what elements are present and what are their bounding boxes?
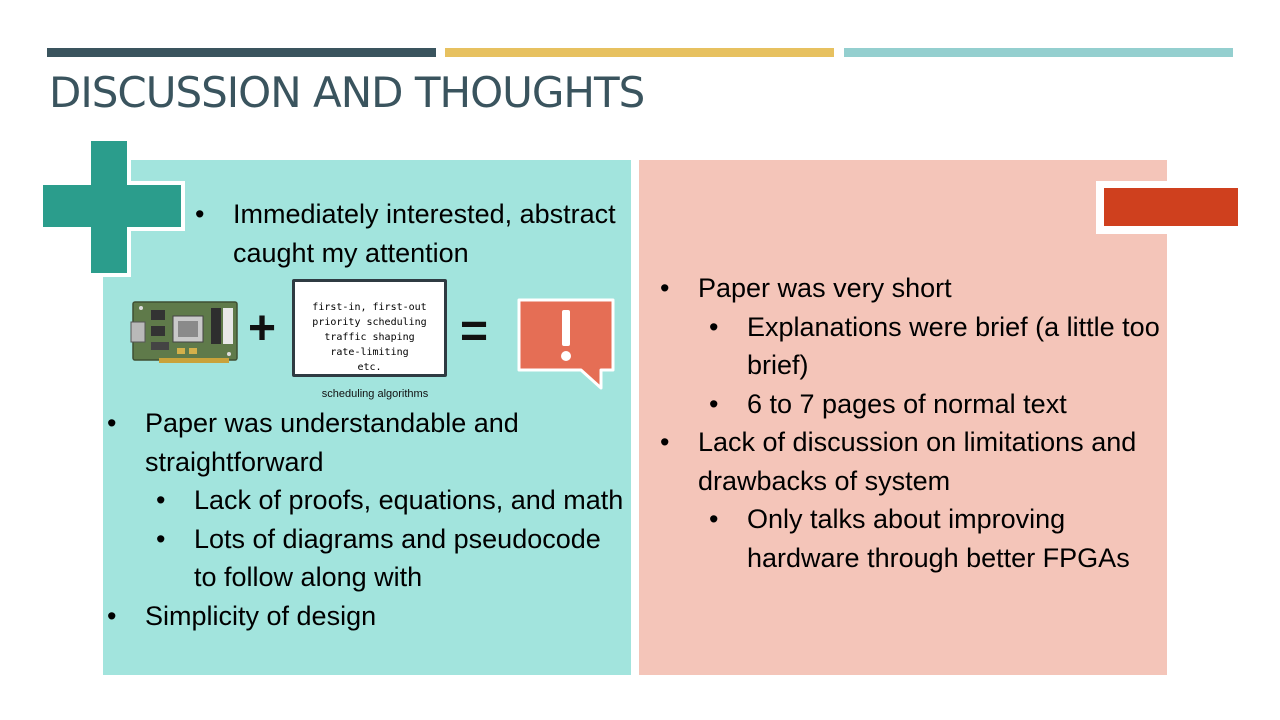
list-item: Paper was understandable and straightfor… — [107, 404, 625, 481]
exclamation-speech-bubble-icon — [517, 298, 615, 390]
algorithm-item: priority scheduling — [312, 317, 427, 328]
list-item: Paper was very short — [660, 269, 1163, 308]
accent-bar-dark — [47, 48, 436, 57]
algorithm-item: first-in, first-out — [312, 302, 427, 313]
list-item: Explanations were brief (a little too br… — [709, 308, 1163, 385]
algorithm-item: traffic shaping — [324, 332, 415, 343]
fpga-board-image — [130, 301, 238, 363]
list-item: Lots of diagrams and pseudocode to follo… — [156, 520, 625, 597]
accent-bar-teal — [844, 48, 1233, 57]
accent-bar-gold — [445, 48, 834, 57]
minus-icon — [1104, 188, 1238, 226]
slide-title: DISCUSSION AND THOUGHTS — [49, 68, 645, 117]
algorithm-item: etc. — [357, 362, 382, 373]
list-item: Only talks about improving hardware thro… — [709, 500, 1163, 577]
scheduling-algorithms-box: first-in, first-out priority scheduling … — [292, 279, 447, 377]
list-item: Simplicity of design — [107, 597, 625, 636]
algorithm-item: rate-limiting — [330, 347, 409, 358]
equals-symbol: = — [460, 305, 489, 358]
plus-icon — [39, 137, 185, 277]
list-item: 6 to 7 pages of normal text — [709, 385, 1163, 424]
cons-list: Paper was very short Explanations were b… — [660, 269, 1163, 577]
algorithms-caption: scheduling algorithms — [321, 388, 429, 400]
list-item: Lack of proofs, equations, and math — [156, 481, 625, 520]
pros-list: Paper was understandable and straightfor… — [107, 404, 625, 636]
plus-symbol: + — [248, 302, 277, 355]
pros-intro-list: Immediately interested, abstract caught … — [195, 195, 623, 272]
list-item: Immediately interested, abstract caught … — [195, 195, 623, 272]
list-item: Lack of discussion on limitations and dr… — [660, 423, 1163, 500]
